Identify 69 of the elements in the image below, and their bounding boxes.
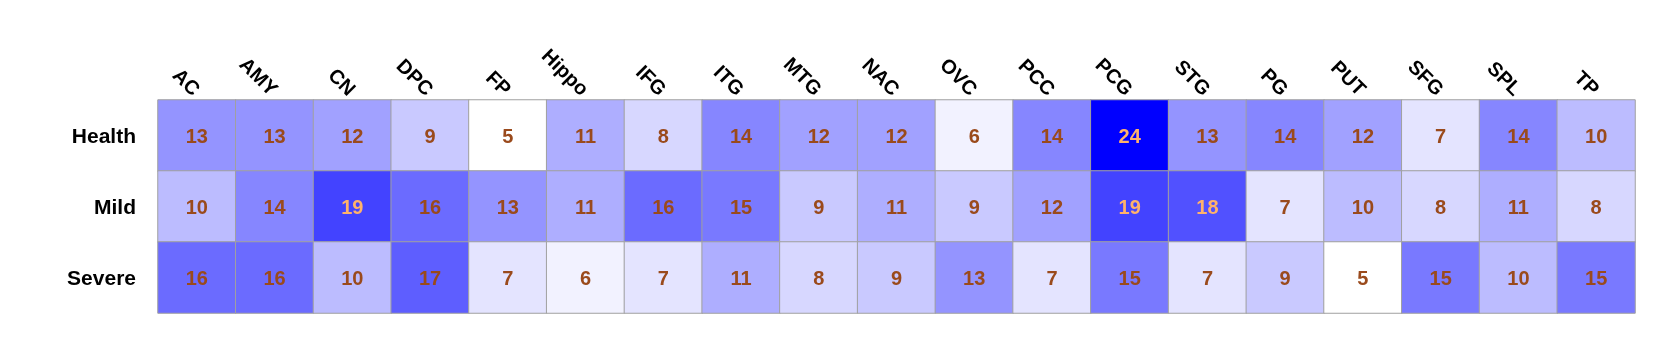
data-label: 13 [263,124,286,147]
data-label: 9 [968,195,980,218]
data-label: 12 [341,124,364,147]
data-label: 11 [885,195,908,218]
data-label: 13 [496,195,519,218]
data-label: 7 [1435,124,1447,147]
data-label: 11 [730,266,752,289]
data-label: 7 [1279,195,1291,218]
data-label: 12 [1351,124,1375,147]
data-label: 10 [1507,266,1530,289]
data-label: 9 [1279,266,1291,289]
data-label: 9 [890,266,903,289]
data-label: 13 [185,124,208,147]
data-label: 11 [574,195,597,218]
x-tick-label: AMY [235,52,283,100]
data-label: 8 [813,266,825,289]
data-label: 12 [885,124,908,147]
data-label: 24 [1118,124,1142,147]
data-label: 8 [1590,195,1602,218]
data-label: 13 [1196,124,1219,147]
x-tick-label: IFG [631,60,672,100]
data-label: 19 [1118,195,1141,218]
data-label: 5 [1357,266,1369,289]
x-tick-label: TP [1570,66,1604,100]
data-label: 14 [1274,124,1298,147]
x-tick-label: AC [168,63,205,100]
data-label: 16 [652,195,675,218]
data-label: 19 [341,195,364,218]
data-label: 9 [813,195,825,218]
data-label: 11 [1507,195,1529,218]
x-tick-label: PG [1256,63,1293,100]
data-label: 10 [341,266,364,289]
data-label: 14 [263,195,287,218]
data-label: 16 [418,195,442,218]
data-label: 15 [1118,266,1141,289]
data-label: 11 [574,124,597,147]
data-label: 9 [424,124,436,147]
data-label: 10 [185,195,208,218]
data-label: 14 [1040,124,1064,147]
data-label: 18 [1196,195,1219,218]
data-label: 12 [1040,195,1064,218]
data-label: 10 [1351,195,1375,218]
data-label: 8 [657,124,669,147]
y-tick-label: Mild [94,195,136,218]
data-label: 15 [1429,266,1452,289]
data-label: 12 [807,124,830,147]
data-label: 15 [729,195,753,218]
x-tick-label: PUT [1326,55,1371,100]
data-label: 16 [185,266,208,289]
data-label: 8 [1435,195,1447,218]
data-label: 13 [963,266,986,289]
x-tick-label: FP [481,66,516,100]
data-label: 16 [263,266,286,289]
data-label: 10 [1585,124,1608,147]
data-label: 7 [1046,266,1058,289]
data-label: 17 [418,266,442,289]
x-tick-label: ITG [709,60,749,100]
data-label: 14 [729,124,754,147]
data-label: 7 [657,266,669,289]
data-label: 7 [502,266,514,289]
y-tick-label: Health [71,124,136,147]
data-label: 15 [1585,266,1608,289]
data-label: 7 [1201,266,1214,289]
data-label: 5 [502,124,514,147]
x-tick-label: CN [324,63,361,100]
data-label: 14 [1507,124,1531,147]
data-label: 6 [968,124,980,147]
data-label: 6 [579,266,592,289]
y-tick-label: Severe [67,266,136,289]
